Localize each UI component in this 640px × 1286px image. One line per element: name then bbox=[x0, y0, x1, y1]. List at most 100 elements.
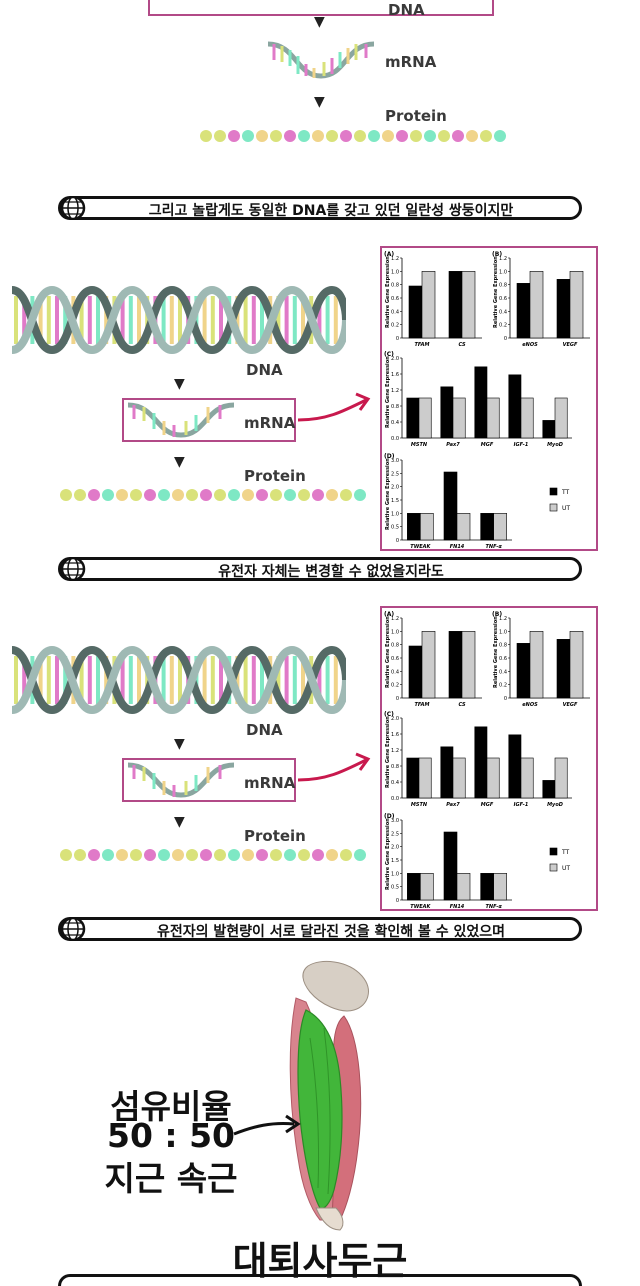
bar-ut bbox=[420, 513, 434, 541]
amino-acid-bead bbox=[158, 849, 170, 861]
y-tick-label: 0.6 bbox=[499, 656, 507, 662]
y-tick-label: 3.0 bbox=[391, 818, 399, 824]
y-tick-label: 0.2 bbox=[499, 323, 507, 329]
amino-acid-bead bbox=[312, 489, 324, 501]
fiber-ratio-heading: 섬유비율 bbox=[110, 1087, 232, 1126]
bar-tt bbox=[443, 831, 458, 901]
bar-ut bbox=[418, 397, 432, 439]
bar-tt bbox=[542, 420, 556, 439]
x-tick-label: MyoD bbox=[547, 442, 563, 448]
y-axis-label: Relative Gene Expression bbox=[385, 356, 391, 428]
bar-ut bbox=[493, 873, 507, 901]
amino-acid-bead bbox=[298, 489, 310, 501]
amino-acid-bead bbox=[242, 489, 254, 501]
x-tick-label: MSTN bbox=[411, 802, 428, 808]
top-mrna-label: mRNA bbox=[385, 53, 437, 71]
y-tick-label: 0.6 bbox=[391, 656, 399, 662]
down-arrow-icon: ▼ bbox=[174, 736, 185, 752]
x-tick-label: TWEAK bbox=[410, 904, 431, 909]
bar-tt bbox=[508, 734, 522, 799]
y-tick-label: 0 bbox=[504, 696, 507, 702]
y-axis-label: Relative Gene Expression bbox=[385, 616, 391, 688]
gene-expression-figure: (A) Relative Gene Expression 0 0.2 0.4 0.6 0.8… bbox=[380, 606, 598, 911]
y-tick-label: 0.5 bbox=[391, 885, 399, 891]
amino-acid-bead bbox=[424, 130, 436, 142]
y-tick-label: 1.2 bbox=[499, 256, 507, 262]
amino-acid-bead bbox=[480, 130, 492, 142]
amino-acid-bead bbox=[284, 489, 296, 501]
fiber-types: 지근 속근 bbox=[104, 1159, 238, 1198]
legend-swatch bbox=[549, 847, 558, 856]
amino-acid-bead bbox=[354, 489, 366, 501]
bar-tt bbox=[407, 513, 421, 541]
x-tick-label: MGF bbox=[481, 442, 494, 448]
y-tick-label: 1.2 bbox=[391, 388, 399, 394]
bar-tt bbox=[556, 639, 571, 699]
x-tick-label: TWEAK bbox=[410, 544, 431, 549]
amino-acid-bead bbox=[256, 849, 268, 861]
x-tick-label: TFAM bbox=[414, 342, 429, 348]
arrow-to-chart-icon bbox=[297, 392, 371, 422]
caption-bar-3: 유전자의 발현량이 서로 달라진 것을 확인해 볼 수 있었으며 bbox=[58, 917, 582, 941]
bar-ut bbox=[529, 631, 544, 699]
y-tick-label: 1.0 bbox=[499, 629, 507, 635]
protein-chain bbox=[60, 849, 366, 863]
amino-acid-bead bbox=[410, 130, 422, 142]
bar-ut bbox=[452, 757, 466, 799]
panel-label: (D) bbox=[384, 453, 395, 460]
protein-label: Protein bbox=[244, 827, 306, 845]
diagram-block-1: DNA ▼ mRNA ▼ Protein (A) Relative Gene Ex… bbox=[0, 244, 640, 554]
globe-icon bbox=[60, 917, 86, 941]
gene-expression-charts: (A)Relative Gene Expression00.20.40.60.8… bbox=[384, 251, 590, 550]
bar-tt bbox=[516, 283, 531, 339]
bar-tt bbox=[448, 271, 463, 339]
y-tick-label: 0.8 bbox=[391, 643, 399, 649]
y-tick-label: 0.8 bbox=[499, 643, 507, 649]
y-tick-label: 0.2 bbox=[499, 683, 507, 689]
diagram-block-2: DNA ▼ mRNA ▼ Protein (A) Relative Gene Ex… bbox=[0, 604, 640, 914]
amino-acid-bead bbox=[438, 130, 450, 142]
amino-acid-bead bbox=[368, 130, 380, 142]
amino-acid-bead bbox=[214, 489, 226, 501]
amino-acid-bead bbox=[228, 489, 240, 501]
legend-swatch bbox=[549, 503, 558, 512]
down-arrow-icon: ▼ bbox=[174, 814, 185, 830]
x-tick-label: IGF-1 bbox=[514, 802, 529, 808]
amino-acid-bead bbox=[382, 130, 394, 142]
y-tick-label: 2.0 bbox=[391, 845, 399, 851]
y-tick-label: 1.6 bbox=[391, 372, 399, 378]
bar-ut bbox=[461, 271, 476, 339]
x-tick-label: FN14 bbox=[450, 544, 465, 549]
panel-label: (B) bbox=[492, 251, 502, 258]
legend-label: UT bbox=[562, 505, 570, 512]
dna-helix bbox=[12, 285, 346, 355]
x-tick-label: FN14 bbox=[450, 904, 465, 909]
x-tick-label: TFAM bbox=[414, 702, 429, 708]
y-axis-label: Relative Gene Expression bbox=[493, 256, 499, 328]
y-tick-label: 2.0 bbox=[391, 716, 399, 722]
bar-tt bbox=[480, 513, 494, 541]
y-axis-label: Relative Gene Expression bbox=[385, 716, 391, 788]
amino-acid-bead bbox=[270, 130, 282, 142]
y-tick-label: 0.8 bbox=[391, 764, 399, 770]
amino-acid-bead bbox=[256, 130, 268, 142]
amino-acid-bead bbox=[354, 130, 366, 142]
y-tick-label: 0 bbox=[396, 538, 399, 544]
amino-acid-bead bbox=[144, 489, 156, 501]
amino-acid-bead bbox=[60, 849, 72, 861]
y-tick-label: 0.8 bbox=[391, 404, 399, 410]
amino-acid-bead bbox=[242, 849, 254, 861]
x-tick-label: CS bbox=[458, 342, 465, 348]
gene-expression-charts: (A)Relative Gene Expression00.20.40.60.8… bbox=[384, 611, 590, 910]
y-tick-label: 1.2 bbox=[391, 256, 399, 262]
mrna-strand bbox=[127, 402, 235, 438]
amino-acid-bead bbox=[326, 849, 338, 861]
top-protein-chain bbox=[200, 130, 506, 144]
amino-acid-bead bbox=[326, 489, 338, 501]
y-tick-label: 0.6 bbox=[391, 296, 399, 302]
x-tick-label: VEGF bbox=[563, 702, 578, 708]
caption-bar-1: 그리고 놀랍게도 동일한 DNA를 갖고 있던 일란성 쌍둥이지만 bbox=[58, 196, 582, 220]
down-arrow-icon: ▼ bbox=[314, 94, 325, 110]
y-tick-label: 1.2 bbox=[499, 616, 507, 622]
y-tick-label: 0.4 bbox=[499, 309, 507, 315]
